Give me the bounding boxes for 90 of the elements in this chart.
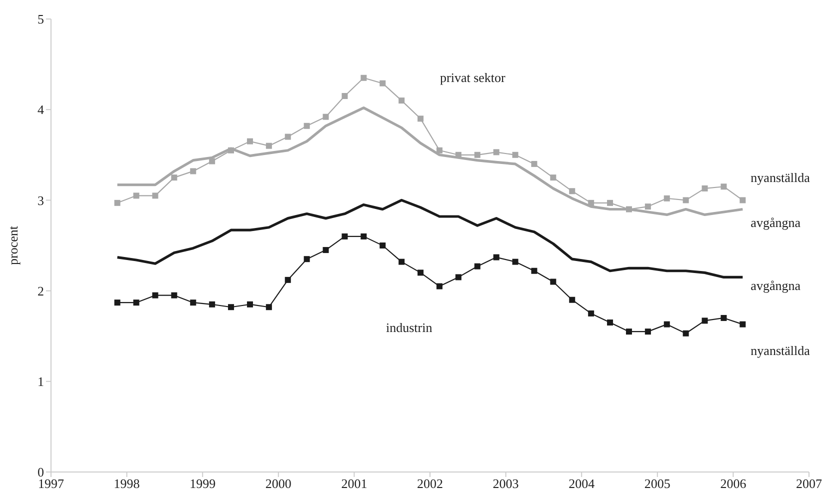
x-tick-label: 2007 xyxy=(796,476,822,492)
point xyxy=(228,147,234,154)
series-label: avgångna xyxy=(750,278,801,293)
y-tick-label: 5 xyxy=(38,12,44,27)
point xyxy=(304,256,310,262)
point xyxy=(284,134,291,140)
point xyxy=(588,310,594,316)
point xyxy=(512,258,518,265)
point xyxy=(682,197,689,204)
point xyxy=(740,321,746,328)
point xyxy=(342,233,348,240)
point xyxy=(493,149,500,156)
point xyxy=(152,192,158,199)
y-tick-label: 1 xyxy=(38,374,44,390)
point xyxy=(304,122,310,129)
point xyxy=(114,200,120,206)
point xyxy=(380,242,386,248)
point xyxy=(342,93,348,100)
point xyxy=(702,185,708,192)
point xyxy=(418,270,424,276)
point xyxy=(664,195,670,202)
point xyxy=(360,74,367,81)
point xyxy=(474,152,480,158)
x-tick-label: 2003 xyxy=(492,476,519,492)
x-tick-label: 2006 xyxy=(720,476,747,492)
point xyxy=(720,314,727,321)
point xyxy=(360,233,367,240)
point xyxy=(588,200,594,206)
point xyxy=(246,138,253,144)
point xyxy=(418,116,424,122)
point xyxy=(190,300,196,306)
point xyxy=(398,258,405,265)
point xyxy=(209,158,216,164)
point xyxy=(493,254,500,260)
point xyxy=(531,268,538,274)
point xyxy=(607,320,614,326)
x-tick-label: 1999 xyxy=(190,476,216,492)
point xyxy=(284,276,291,283)
point xyxy=(682,330,689,336)
point xyxy=(246,301,253,308)
point xyxy=(474,263,480,270)
x-tick-label: 2005 xyxy=(644,476,670,492)
point xyxy=(266,304,272,310)
x-tick-label: 2002 xyxy=(417,476,443,492)
annotation: privat sektor xyxy=(440,70,506,86)
point xyxy=(569,188,576,194)
y-tick-label: 4 xyxy=(38,102,44,118)
point xyxy=(644,328,651,335)
point xyxy=(550,278,556,285)
series-label: nyanställda xyxy=(750,342,810,358)
point xyxy=(322,114,329,120)
point xyxy=(455,274,462,280)
point xyxy=(133,192,140,199)
point xyxy=(380,80,386,86)
point xyxy=(266,142,272,149)
x-tick-label: 2000 xyxy=(265,476,292,492)
point xyxy=(171,292,178,298)
point xyxy=(190,168,196,174)
point xyxy=(209,301,216,308)
point xyxy=(664,321,670,328)
x-tick-label: 2004 xyxy=(568,476,596,492)
point xyxy=(702,318,708,324)
line-series xyxy=(116,198,744,279)
point xyxy=(436,147,442,154)
point xyxy=(436,283,442,290)
point xyxy=(531,160,538,167)
point xyxy=(133,300,140,306)
series-label: avgångna xyxy=(750,214,801,230)
annotation: industrin xyxy=(386,320,432,336)
y-axis-title: procent xyxy=(6,226,21,265)
series-label: nyanställda xyxy=(750,170,810,185)
point xyxy=(740,197,746,204)
point xyxy=(171,174,178,181)
point xyxy=(569,296,576,303)
point xyxy=(322,247,329,254)
point xyxy=(607,200,614,206)
point xyxy=(720,184,727,190)
y-tick-label: 3 xyxy=(38,192,44,208)
point xyxy=(550,174,556,181)
point xyxy=(512,152,518,158)
x-tick-label: 1998 xyxy=(114,476,140,492)
point xyxy=(398,98,405,104)
point xyxy=(152,292,158,298)
y-tick-label: 2 xyxy=(38,283,44,298)
point xyxy=(114,300,120,306)
point xyxy=(644,204,651,210)
point xyxy=(626,206,632,212)
x-tick-label: 2001 xyxy=(341,476,368,492)
point xyxy=(228,304,234,310)
point xyxy=(626,328,632,335)
